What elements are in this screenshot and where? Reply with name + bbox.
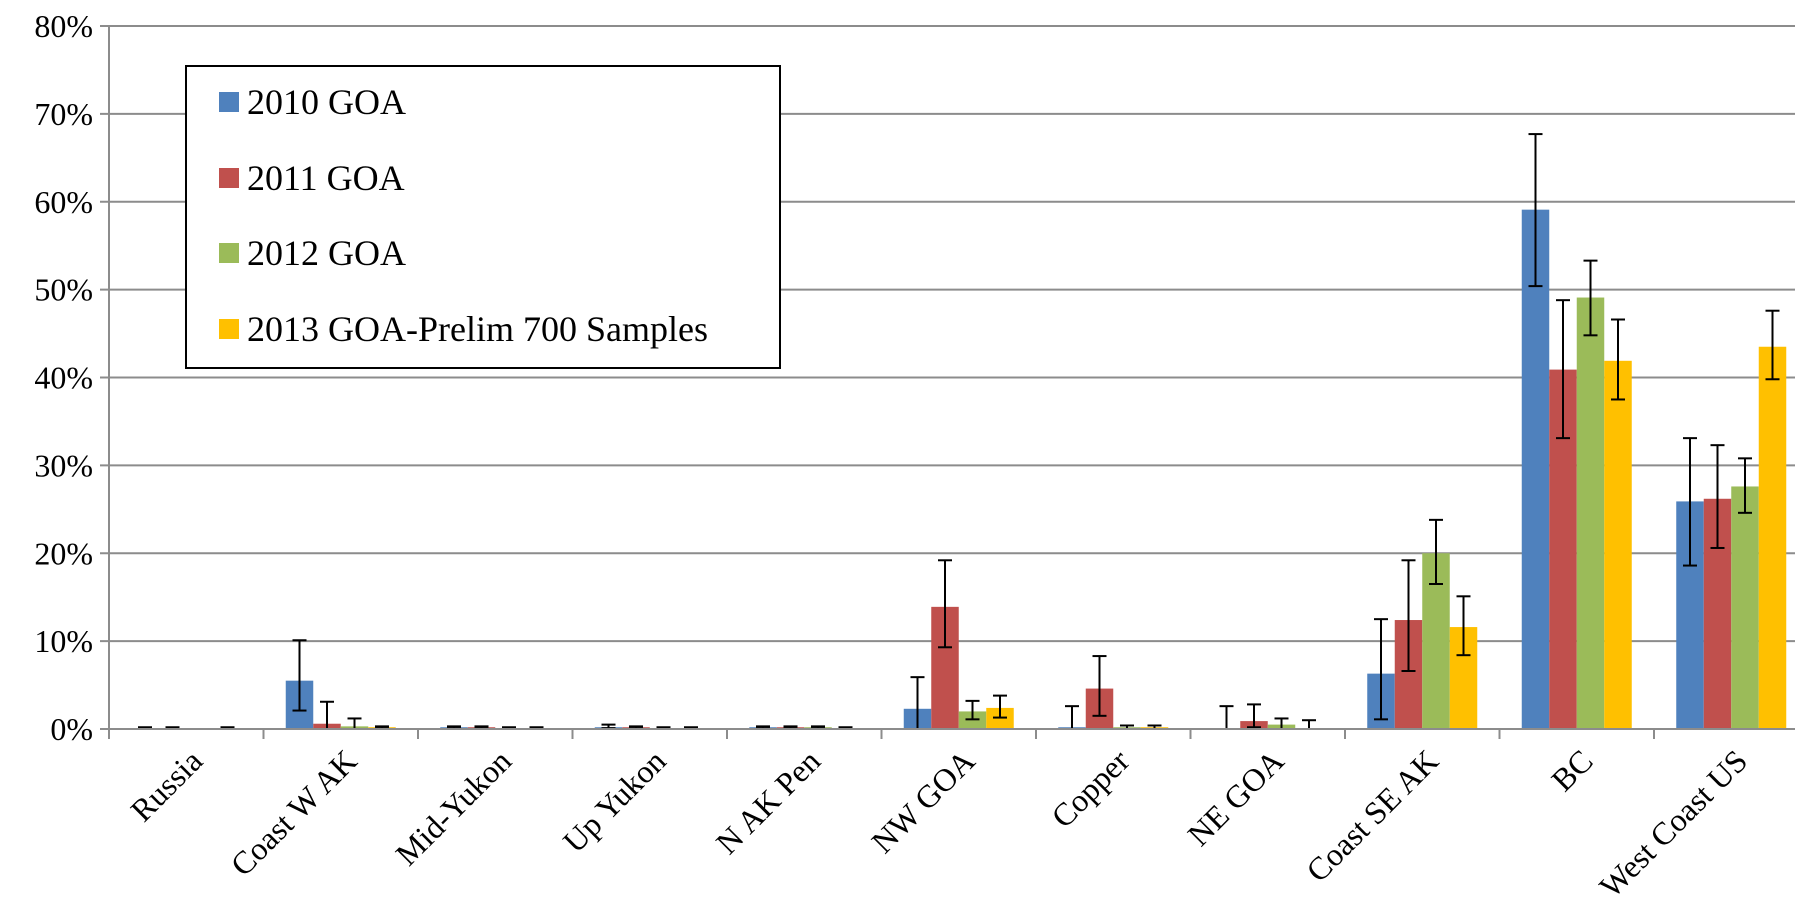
x-tick-label: Coast W AK: [223, 742, 363, 882]
y-tick-label: 30%: [34, 447, 93, 483]
legend-label: 2011 GOA: [247, 158, 405, 198]
bar: [1731, 486, 1759, 729]
y-tick-label: 60%: [34, 184, 93, 220]
y-tick-label: 70%: [34, 96, 93, 132]
y-tick-label: 0%: [50, 711, 93, 747]
y-tick-label: 50%: [34, 272, 93, 308]
bar: [1758, 346, 1787, 729]
x-tick-label: NW GOA: [864, 742, 981, 859]
legend-swatch: [219, 243, 239, 263]
legend-label: 2013 GOA-Prelim 700 Samples: [247, 309, 708, 349]
x-tick-label: Mid-Yukon: [388, 742, 518, 872]
legend-item: 2010 GOA: [219, 82, 406, 122]
y-tick-label: 20%: [34, 535, 93, 571]
y-tick-label: 40%: [34, 360, 93, 396]
x-tick-label: BC: [1544, 742, 1600, 798]
y-tick-label: 80%: [34, 8, 93, 44]
legend-swatch: [219, 168, 239, 188]
legend-swatch: [219, 319, 239, 339]
y-axis-tick-labels: 0% 10% 20% 30% 40% 50% 60% 70% 80%: [34, 8, 93, 747]
bar: [1521, 209, 1550, 729]
x-tick-label: N AK Pen: [709, 742, 827, 860]
legend-item: 2012 GOA: [219, 233, 406, 273]
axes: [108, 26, 1795, 739]
bar: [1576, 297, 1605, 729]
legend-label: 2010 GOA: [247, 82, 406, 122]
x-tick-label: Russia: [123, 742, 209, 828]
legend-swatch: [219, 92, 239, 112]
y-tick-label: 10%: [34, 623, 93, 659]
bar: [1604, 360, 1632, 729]
legend-box: [185, 65, 781, 369]
legend-label: 2012 GOA: [247, 233, 406, 273]
x-tick-label: NE GOA: [1180, 742, 1290, 852]
legend: 2010 GOA 2011 GOA 2012 GOA 2013 GOA-Prel…: [185, 65, 781, 369]
x-tick-label: Copper: [1044, 742, 1136, 834]
legend-item: 2011 GOA: [219, 158, 405, 198]
x-tick-label: Coast SE AK: [1299, 742, 1445, 888]
legend-item: 2013 GOA-Prelim 700 Samples: [219, 309, 708, 349]
x-tick-label: West Coast US: [1592, 742, 1754, 904]
x-axis-category-labels: Russia Coast W AK Mid-Yukon Up Yukon N AK Pe…: [123, 742, 1754, 904]
x-tick-label: Up Yukon: [556, 742, 673, 859]
